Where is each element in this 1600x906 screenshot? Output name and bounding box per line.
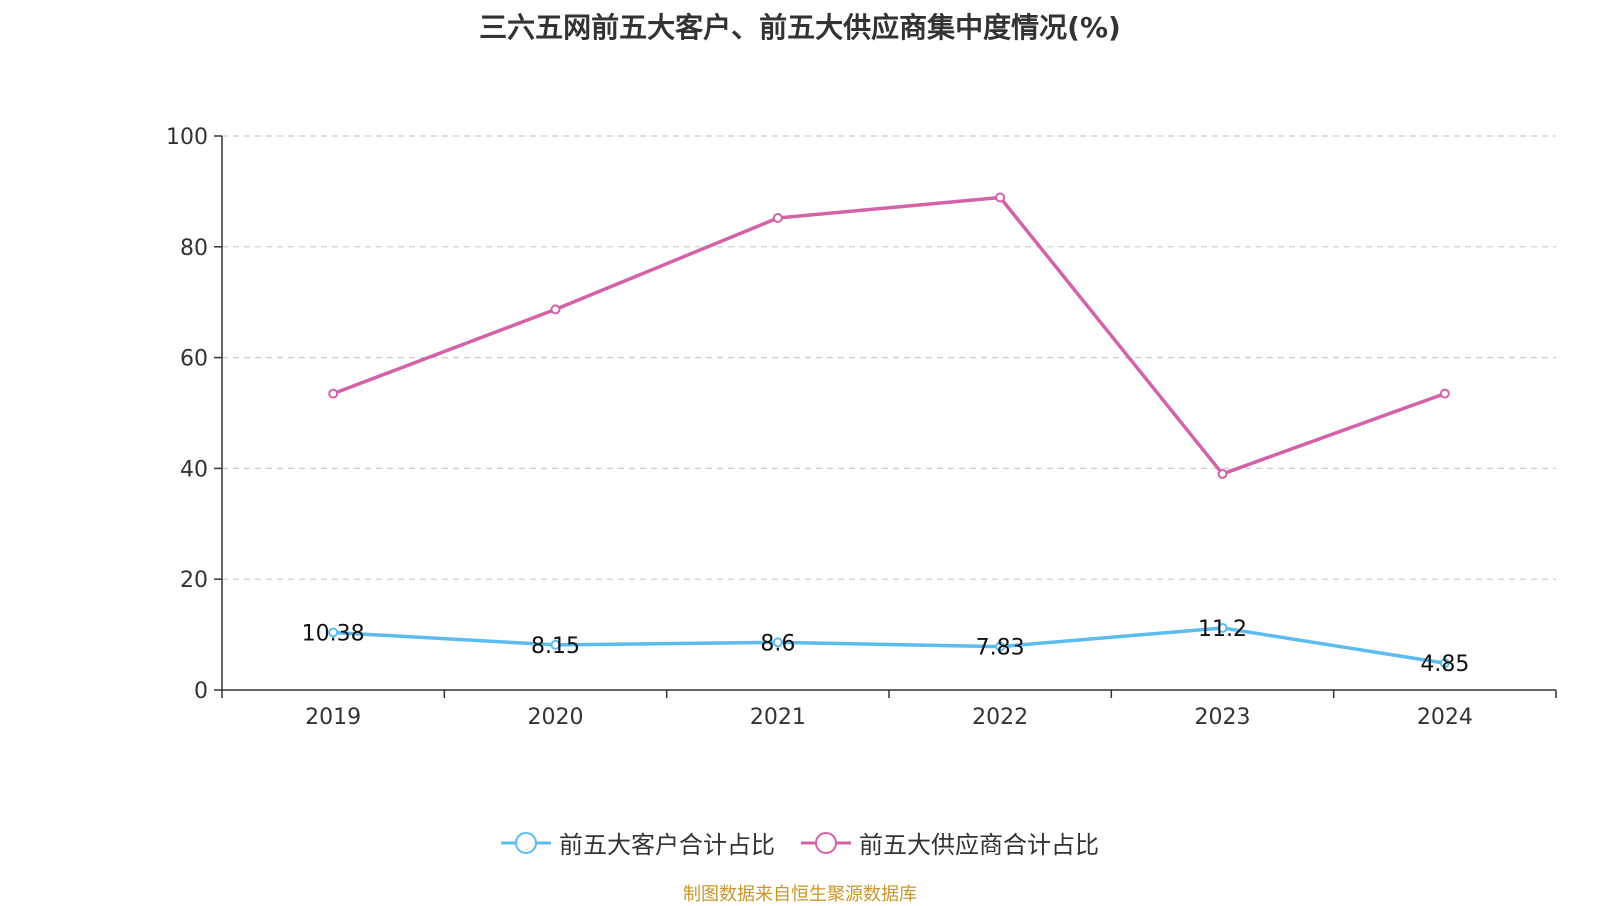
- data-labels: 10.38 8.15 8.6 7.83 11.2 4.85: [302, 617, 1470, 677]
- legend-swatch-icon: [501, 831, 551, 854]
- y-tick-label: 60: [180, 347, 208, 372]
- y-tick-label: 0: [194, 679, 208, 704]
- data-label: 8.15: [531, 634, 580, 659]
- data-label: 7.83: [976, 636, 1025, 661]
- data-point: [1439, 658, 1450, 669]
- x-tick-label: 2022: [972, 705, 1028, 730]
- chart-title: 三六五网前五大客户、前五大供应商集中度情况(%): [479, 11, 1121, 44]
- legend-item[interactable]: 前五大供应商合计占比: [801, 825, 1099, 860]
- series-line: [333, 626, 1446, 665]
- legend-swatch-icon: [801, 831, 851, 854]
- x-tick-label: 2024: [1417, 705, 1473, 730]
- x-tick-label: 2019: [305, 705, 361, 730]
- gridlines: [222, 135, 1556, 580]
- data-label: 11.2: [1198, 617, 1247, 642]
- x-tick-label: 2023: [1195, 705, 1251, 730]
- legend-label: 前五大客户合计占比: [559, 831, 775, 859]
- series-line: [332, 195, 1446, 476]
- data-label: 10.38: [302, 621, 365, 646]
- data-point: [1217, 468, 1228, 479]
- data-point: [995, 192, 1006, 203]
- data-label: 8.6: [760, 631, 795, 656]
- axes: 0 20 40 60 80 100 2019 2020 2021 2022 2023 2024: [166, 125, 1557, 730]
- y-tick-label: 20: [180, 568, 208, 593]
- y-tick-label: 40: [180, 457, 208, 482]
- data-point: [550, 304, 561, 315]
- data-label: 4.85: [1420, 652, 1469, 677]
- legend-label: 前五大供应商合计占比: [859, 831, 1099, 859]
- data-point: [1439, 388, 1450, 399]
- legend-item[interactable]: 前五大客户合计占比: [501, 825, 775, 860]
- data-point: [772, 212, 783, 223]
- data-point: [550, 639, 561, 650]
- source-note: 制图数据来自恒生聚源数据库: [683, 884, 917, 905]
- legend: 前五大客户合计占比 前五大供应商合计占比: [0, 825, 1600, 860]
- y-tick-label: 100: [166, 125, 208, 150]
- data-point: [772, 637, 783, 648]
- x-tick-label: 2020: [528, 705, 584, 730]
- series-lines: [328, 192, 1450, 669]
- y-tick-label: 80: [180, 236, 208, 261]
- data-point: [328, 627, 339, 638]
- x-tick-label: 2021: [750, 705, 806, 730]
- data-point: [328, 388, 339, 399]
- data-point: [1217, 622, 1228, 633]
- data-point: [995, 641, 1006, 652]
